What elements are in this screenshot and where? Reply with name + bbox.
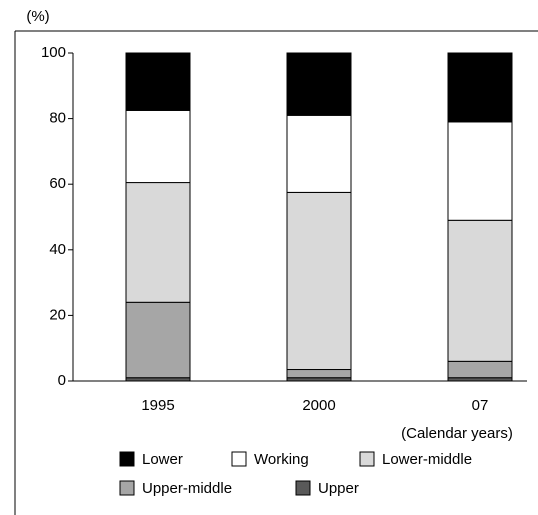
bar-segment [286,191,352,371]
legend-swatch [119,480,135,496]
y-tick-label: 40 [49,241,66,258]
legend-swatch [119,451,135,467]
legend-label: Working [254,451,309,468]
bar-segment [125,52,191,111]
bar-segment [125,109,191,184]
bar-segment [286,369,352,379]
legend-swatch [231,451,247,467]
legend-label: Lower-middle [382,451,472,468]
y-tick-label: 100 [41,44,66,61]
y-tick-label: 80 [49,110,66,127]
bar-segment [447,360,513,379]
bar-segment [286,114,352,193]
bar-segment [125,182,191,303]
legend-swatch [295,480,311,496]
bar-segment [447,121,513,221]
bar-segment [125,301,191,379]
x-tick-label: 1995 [141,397,174,414]
legend-swatch [359,451,375,467]
x-axis-label: (Calendar years) [401,425,513,442]
x-tick-label: 2000 [302,397,335,414]
bar-segment [447,219,513,362]
x-tick-label: 07 [472,397,489,414]
y-tick-label: 60 [49,175,66,192]
y-tick-label: 0 [58,372,66,389]
y-tick-label: 20 [49,306,66,323]
y-axis-label: (%) [26,8,49,25]
legend-label: Lower [142,451,183,468]
legend-label: Upper [318,480,359,497]
legend-label: Upper-middle [142,480,232,497]
bar-segment [286,52,352,116]
bar-segment [447,52,513,123]
